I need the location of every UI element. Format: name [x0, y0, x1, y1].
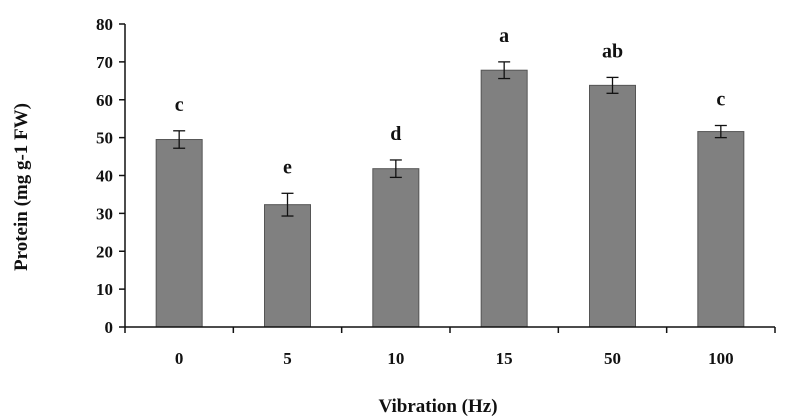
x-tick-label: 50: [604, 349, 621, 368]
error-bar: [606, 76, 619, 94]
significance-letter: c: [175, 94, 184, 116]
y-tick-label: 40: [96, 167, 113, 186]
x-axis-ticks: 0 5 10 15 50 100: [124, 327, 776, 368]
x-tick-label: 0: [175, 349, 184, 368]
bar: [155, 139, 203, 328]
bar: [697, 131, 745, 328]
bar: [264, 204, 311, 328]
y-tick-label: 70: [96, 53, 113, 72]
x-tick-label: 10: [387, 349, 404, 368]
y-axis-ticks: 0 10 20 30 40 50 60 70 80: [96, 15, 125, 337]
bar: [372, 168, 420, 328]
significance-letter: ab: [602, 40, 623, 62]
y-tick-label: 80: [96, 15, 113, 34]
y-tick-label: 60: [96, 91, 113, 110]
y-tick-label: 0: [105, 318, 114, 337]
bar: [480, 69, 528, 328]
y-tick-label: 30: [96, 204, 113, 223]
error-bar: [281, 192, 294, 217]
y-tick-label: 20: [96, 242, 113, 261]
error-bar: [498, 61, 511, 80]
bar: [589, 84, 636, 328]
y-tick-label: 50: [96, 129, 113, 148]
bars: [155, 69, 745, 328]
y-axis-title: Protein (mg g-1 FW): [11, 103, 32, 271]
significance-letter: e: [283, 156, 292, 178]
error-bar: [714, 124, 727, 139]
x-tick-label: 15: [496, 349, 513, 368]
error-bars: [173, 61, 727, 217]
x-tick-label: 100: [708, 349, 734, 368]
error-bar: [173, 130, 186, 149]
x-axis-title: Vibration (Hz): [378, 396, 497, 417]
significance-letters: c e d a ab c: [175, 25, 726, 178]
x-tick-label: 5: [283, 349, 292, 368]
significance-letter: c: [716, 89, 725, 111]
y-tick-label: 10: [96, 280, 113, 299]
error-bar: [389, 159, 402, 179]
significance-letter: d: [390, 123, 401, 145]
significance-letter: a: [499, 25, 509, 47]
